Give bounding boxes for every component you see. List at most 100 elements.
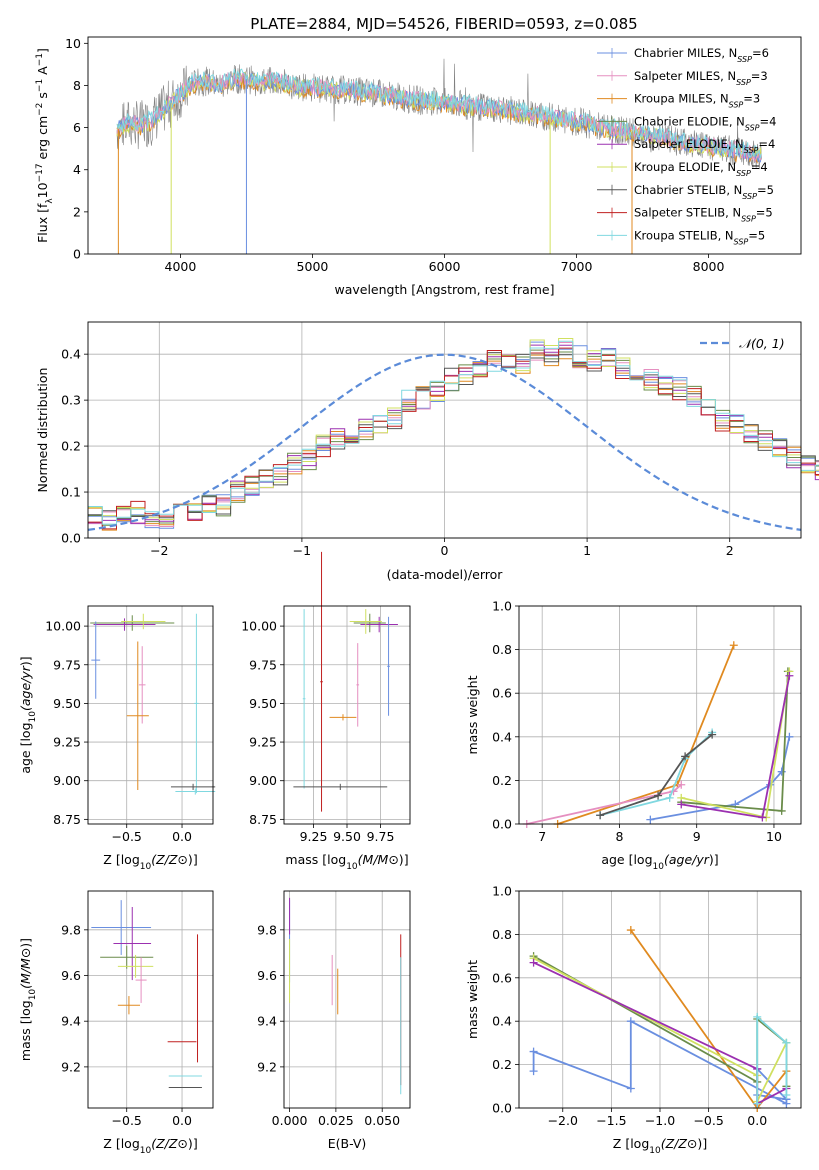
x-tick-label: 9.75 xyxy=(367,829,395,844)
plus-marker xyxy=(753,1012,762,1021)
x-tick-label: −1.5 xyxy=(596,1113,626,1128)
x-tick-label: 7 xyxy=(538,829,546,844)
x-tick-label: 8 xyxy=(615,829,623,844)
x-tick-label: 9.50 xyxy=(333,829,361,844)
plus-marker xyxy=(777,806,786,815)
y-tick-label: 9.00 xyxy=(249,773,277,788)
axes-frame xyxy=(283,890,411,1109)
plus-marker xyxy=(529,1067,538,1076)
y-tick-label: 1.0 xyxy=(492,599,512,614)
x-tick-label: 7000 xyxy=(561,259,593,274)
x-axis-label: Z [log10(Z/Z⊙)] xyxy=(613,1136,707,1156)
x-tick-label: −2 xyxy=(150,543,168,558)
y-tick-label: 0.4 xyxy=(492,729,512,744)
axes-frame xyxy=(87,321,802,539)
y-tick-label: 0.4 xyxy=(492,1014,512,1029)
legend-label: Kroupa STELIB, NSSP=5 xyxy=(634,228,765,246)
mass-weight-vs-age-panel: 7 8 9 10 0.0 0.2 0.4 0.6 0.8 1.0 age [log10(age/yr… xyxy=(465,599,802,872)
y-tick-label: 10.00 xyxy=(45,619,81,634)
x-tick-label: 0 xyxy=(441,543,449,558)
y-tick-label: 1.0 xyxy=(492,884,512,899)
legend-label: Salpeter STELIB, NSSP=5 xyxy=(634,206,773,224)
plus-marker xyxy=(626,1017,635,1026)
x-tick-label: 1 xyxy=(583,543,591,558)
plus-marker xyxy=(626,926,635,935)
x-axis-label: Z [log10(Z/Z⊙)] xyxy=(103,852,197,872)
y-tick-label: 8.75 xyxy=(53,812,81,827)
mass-weight-vs-metallicity-panel: −2.0 −1.5 −1.0 −0.5 0.0 0.0 0.2 0.4 0.6 0.8 1.0 Z [… xyxy=(465,884,802,1156)
y-tick-label: 0.3 xyxy=(61,393,81,408)
y-tick-label: 9.8 xyxy=(257,922,277,937)
x-tick-label: −2.0 xyxy=(548,1113,578,1128)
x-tick-label: 0.000 xyxy=(272,1113,308,1128)
axes-frame xyxy=(87,890,214,1109)
y-tick-label: 9.6 xyxy=(61,968,81,983)
y-tick-label: 0.6 xyxy=(492,686,512,701)
plus-marker xyxy=(782,1038,791,1047)
x-tick-label: 0.025 xyxy=(318,1113,354,1128)
axes-frame xyxy=(518,605,802,825)
spectrum-panel: 4000 5000 6000 7000 8000 0 2 4 6 8 10 Chabrier MILE… xyxy=(35,36,802,297)
legend-label: Kroupa MILES, NSSP=3 xyxy=(634,92,760,110)
plus-marker xyxy=(677,800,686,809)
x-axis-label: (data-model)/error xyxy=(387,567,504,582)
x-tick-label: −0.5 xyxy=(112,1113,142,1128)
x-axis-label: mass [log10(M/M⊙)] xyxy=(285,852,408,872)
plus-marker xyxy=(782,1090,791,1099)
plus-marker xyxy=(596,811,605,820)
plus-marker xyxy=(729,641,738,650)
axes-frame xyxy=(283,605,411,825)
legend-label: Chabrier ELODIE, NSSP=4 xyxy=(634,114,776,131)
axes-frame xyxy=(518,890,802,1109)
mass-weight-line-kroupa_stelib xyxy=(756,1014,788,1104)
y-axis-label: Flux [fλ10−17 erg cm−2 s−1 A−1] xyxy=(35,48,55,243)
y-tick-label: 0.0 xyxy=(492,1101,512,1116)
y-tick-label: 0 xyxy=(73,247,81,262)
y-tick-label: 9.50 xyxy=(249,696,277,711)
y-tick-label: 0.4 xyxy=(61,347,81,362)
y-tick-label: 0.2 xyxy=(61,439,81,454)
plot-area xyxy=(284,891,410,1108)
figure-title: PLATE=2884, MJD=54526, FIBERID=0593, z=0… xyxy=(250,15,637,33)
plus-marker xyxy=(785,732,794,741)
y-tick-label: 0.2 xyxy=(492,773,512,788)
plus-marker xyxy=(654,791,663,800)
y-tick-label: 9.75 xyxy=(53,657,81,672)
y-tick-label: 9.50 xyxy=(53,696,81,711)
mass-weight-line-chabrier_stelib xyxy=(599,733,713,817)
x-tick-label: 0.0 xyxy=(172,829,192,844)
x-tick-label: 8000 xyxy=(693,259,725,274)
plus-marker xyxy=(665,793,674,802)
y-tick-label: 9.4 xyxy=(61,1014,81,1029)
plus-marker xyxy=(758,813,767,822)
x-axis-label: E(B-V) xyxy=(328,1136,367,1151)
y-tick-label: 0.6 xyxy=(492,970,512,985)
legend-label: 𝒩(0, 1) xyxy=(739,336,785,351)
x-tick-label: 5000 xyxy=(297,259,329,274)
plot-area xyxy=(519,606,801,824)
y-axis-label: mass weight xyxy=(465,960,480,1039)
y-tick-label: 9.2 xyxy=(61,1059,81,1074)
plus-marker xyxy=(777,767,786,776)
y-axis-label: age [log10(age/yr)] xyxy=(18,656,38,773)
plus-marker xyxy=(681,752,690,761)
residual-histogram-panel: −2 −1 0 1 2 0.0 0.1 0.2 0.3 0.4 𝒩(0, 1) (data-model… xyxy=(35,321,819,582)
age-vs-mass-panel: 9.25 9.50 9.75 8.75 9.00 9.25 9.50 9.75 10.00 mas… xyxy=(241,551,411,872)
model-spectrum-kroupa_stelib xyxy=(116,68,762,159)
model-spectrum-chabrier_miles xyxy=(116,71,762,163)
x-tick-label: 9 xyxy=(693,829,701,844)
plus-marker xyxy=(529,1047,538,1056)
axes-frame xyxy=(87,605,214,825)
y-tick-label: 0.8 xyxy=(492,927,512,942)
plus-marker xyxy=(753,1099,762,1108)
y-tick-label: 10 xyxy=(65,36,81,51)
x-axis-label: wavelength [Angstrom, rest frame] xyxy=(334,282,554,297)
x-tick-label: −0.5 xyxy=(112,829,142,844)
legend-label: Chabrier MILES, NSSP=6 xyxy=(634,46,769,64)
y-axis-label: mass weight xyxy=(465,675,480,754)
y-tick-label: 9.2 xyxy=(257,1059,277,1074)
legend-label: Chabrier STELIB, NSSP=5 xyxy=(634,183,774,201)
legend-label: Salpeter ELODIE, NSSP=4 xyxy=(634,137,775,155)
y-tick-label: 9.8 xyxy=(61,922,81,937)
y-tick-label: 6 xyxy=(73,120,81,135)
